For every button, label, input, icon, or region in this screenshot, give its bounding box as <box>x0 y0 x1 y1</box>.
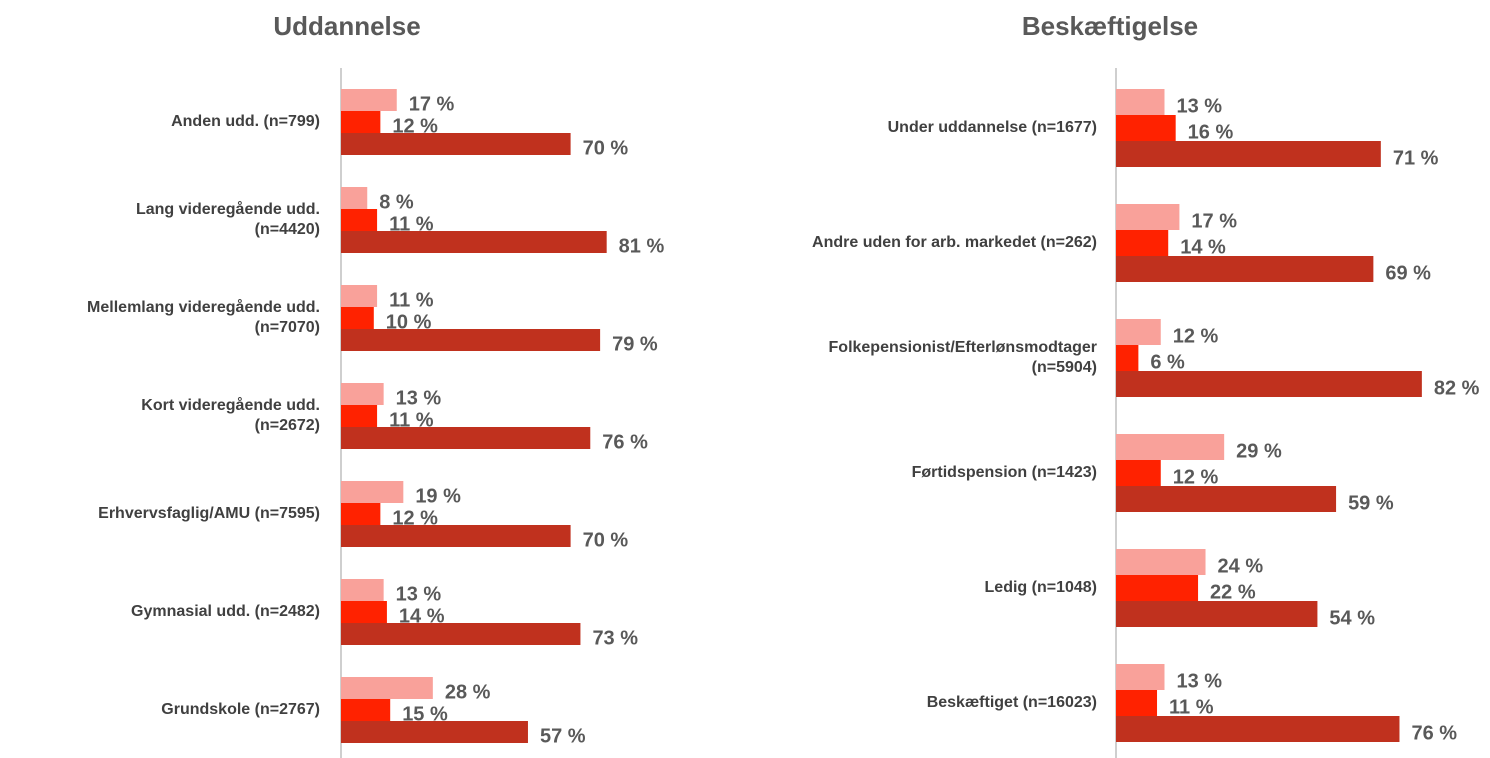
data-label: 29 % <box>1236 440 1282 462</box>
bar <box>1116 319 1161 345</box>
data-label: 22 % <box>1210 581 1256 603</box>
bar <box>341 329 601 351</box>
bar <box>341 525 571 547</box>
data-label: 8 % <box>379 191 414 213</box>
bar <box>1116 345 1139 371</box>
bar <box>341 285 378 307</box>
bar <box>341 699 391 721</box>
category-label: Lang videregående udd. (n=4420) <box>135 201 320 238</box>
bar <box>1116 601 1318 627</box>
bar <box>1116 486 1337 512</box>
bar <box>1116 230 1169 256</box>
data-label: 11 % <box>1169 696 1214 718</box>
data-label: 17 % <box>409 93 455 115</box>
bar <box>1116 575 1199 601</box>
bar <box>341 721 528 743</box>
data-label: 79 % <box>612 333 658 355</box>
bar <box>1116 549 1206 575</box>
data-label: 70 % <box>583 137 629 159</box>
data-label: 59 % <box>1348 492 1394 514</box>
chart-title: Uddannelse <box>273 11 420 41</box>
data-label: 15 % <box>402 703 448 725</box>
data-label: 19 % <box>415 485 461 507</box>
bar <box>1116 716 1400 742</box>
data-label: 69 % <box>1385 262 1431 284</box>
bar <box>341 623 581 645</box>
data-label: 16 % <box>1188 121 1234 143</box>
data-label: 28 % <box>445 681 491 703</box>
bar <box>341 231 607 253</box>
category-label: Gymnasial udd. (n=2482) <box>131 603 320 620</box>
bar <box>341 481 404 503</box>
data-label: 10 % <box>386 311 432 333</box>
data-label: 24 % <box>1218 555 1264 577</box>
data-label: 12 % <box>1173 466 1219 488</box>
data-label: 13 % <box>1176 95 1222 117</box>
category-label: Førtidspension (n=1423) <box>911 464 1097 481</box>
category-label: Beskæftiget (n=16023) <box>926 694 1097 711</box>
category-label: Folkepensionist/Efterlønsmodtager (n=590… <box>828 339 1097 376</box>
data-label: 14 % <box>1180 236 1226 258</box>
data-label: 12 % <box>392 507 438 529</box>
data-label: 11 % <box>389 213 434 235</box>
bar <box>1116 115 1176 141</box>
bar <box>341 503 381 525</box>
category-label: Anden udd. (n=799) <box>171 113 320 130</box>
data-label: 57 % <box>540 725 586 747</box>
data-label: 12 % <box>1173 325 1219 347</box>
bar <box>1116 204 1180 230</box>
category-label: Under uddannelse (n=1677) <box>887 119 1097 136</box>
bar <box>341 383 384 405</box>
bar <box>1116 460 1161 486</box>
bar <box>341 209 378 231</box>
data-label: 14 % <box>399 605 445 627</box>
data-label: 13 % <box>396 387 442 409</box>
category-label: Ledig (n=1048) <box>984 579 1097 596</box>
bar <box>341 89 397 111</box>
bar <box>341 579 384 601</box>
bar <box>1116 664 1165 690</box>
bar <box>341 677 433 699</box>
data-label: 17 % <box>1191 210 1237 232</box>
category-label: Erhvervsfaglig/AMU (n=7595) <box>98 505 320 522</box>
data-label: 54 % <box>1329 607 1375 629</box>
bar <box>341 187 368 209</box>
bar <box>1116 371 1422 397</box>
category-label: Andre uden for arb. markedet (n=262) <box>812 234 1097 251</box>
data-label: 70 % <box>583 529 629 551</box>
bar <box>1116 89 1165 115</box>
bar <box>341 405 378 427</box>
bar <box>1116 141 1381 167</box>
bar <box>341 601 387 623</box>
data-label: 82 % <box>1434 377 1480 399</box>
data-label: 11 % <box>389 409 434 431</box>
data-label: 11 % <box>389 289 434 311</box>
data-label: 12 % <box>392 115 438 137</box>
data-label: 81 % <box>619 235 665 257</box>
bar <box>1116 690 1158 716</box>
category-label: Kort videregående udd. (n=2672) <box>141 397 320 434</box>
data-label: 13 % <box>396 583 442 605</box>
data-label: 76 % <box>1411 722 1457 744</box>
bar <box>341 111 381 133</box>
bar <box>1116 256 1374 282</box>
data-label: 76 % <box>602 431 648 453</box>
data-label: 13 % <box>1176 670 1222 692</box>
chart-title: Beskæftigelse <box>1022 11 1198 41</box>
bar <box>1116 434 1225 460</box>
category-label: Grundskole (n=2767) <box>161 701 320 718</box>
bar <box>341 133 571 155</box>
data-label: 73 % <box>592 627 638 649</box>
bar <box>341 427 591 449</box>
data-label: 6 % <box>1150 351 1185 373</box>
bar <box>341 307 374 329</box>
category-label: Mellemlang videregående udd. (n=7070) <box>87 299 320 336</box>
data-label: 71 % <box>1393 147 1439 169</box>
